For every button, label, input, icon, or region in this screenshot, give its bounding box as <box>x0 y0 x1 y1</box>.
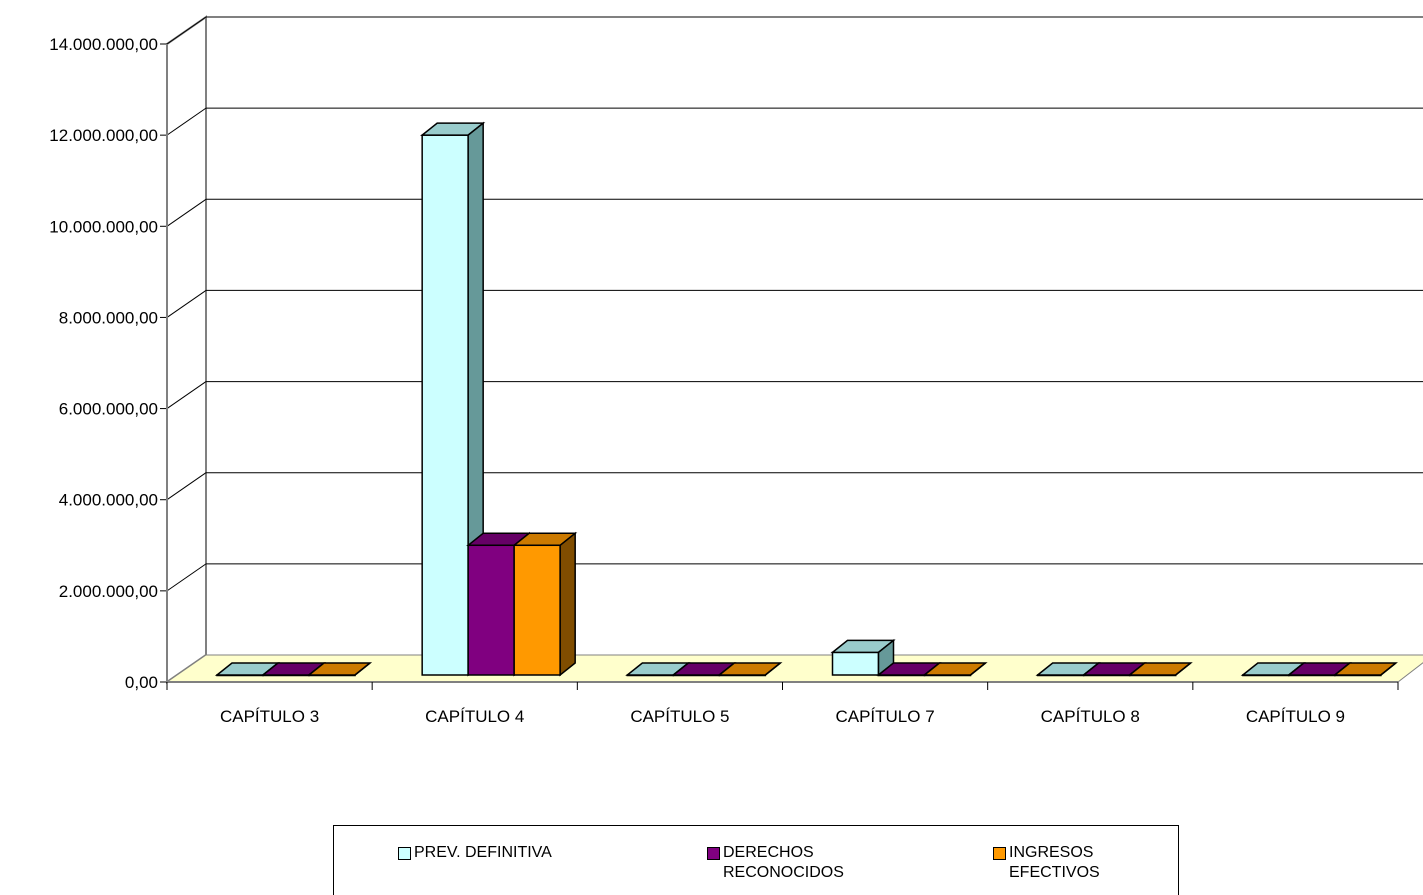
x-tick-label: CAPÍTULO 8 <box>1041 707 1140 726</box>
bar <box>306 662 373 677</box>
legend-item-ingresos-efectivos: INGRESOS EFECTIVOS <box>993 843 1129 883</box>
chart-walls <box>166 15 1423 684</box>
bar <box>922 662 988 677</box>
bar <box>512 531 578 677</box>
gridline-side <box>166 563 207 592</box>
bars <box>214 121 1398 677</box>
y-tick-label: 10.000.000,00 <box>49 217 158 236</box>
left-wall <box>166 15 207 684</box>
y-tick-label: 14.000.000,00 <box>49 35 158 54</box>
legend: PREV. DEFINITIVA DERECHOS RECONOCIDOS IN… <box>333 825 1179 895</box>
legend-item-derechos-reconocidos: DERECHOS RECONOCIDOS <box>707 843 853 883</box>
y-axis: 0,00 2.000.000,00 4.000.000,00 6.000.000,00… <box>49 35 168 692</box>
bar-front <box>421 134 469 676</box>
bar <box>671 662 737 677</box>
x-axis: CAPÍTULO 3 CAPÍTULO 4 CAPÍTULO 5 CAPÍTULO 7… <box>166 681 1399 726</box>
bar <box>830 638 896 677</box>
gridline-side <box>166 290 207 318</box>
gridline-side <box>166 472 207 501</box>
bar-side <box>1380 662 1397 676</box>
bar <box>1127 662 1193 677</box>
legend-label: PREV. DEFINITIVA <box>414 844 552 861</box>
gridline-side <box>166 381 207 409</box>
y-tick-label: 12.000.000,00 <box>49 126 158 145</box>
bar-side <box>764 662 781 676</box>
legend-swatch-prev-definitiva <box>398 847 411 860</box>
gridlines <box>166 16 1423 592</box>
legend-item-prev-definitiva: PREV. DEFINITIVA <box>398 843 614 863</box>
x-tick-label: CAPÍTULO 7 <box>835 707 934 726</box>
bar-side <box>970 662 986 676</box>
y-tick-label: 2.000.000,00 <box>59 582 158 601</box>
bar <box>717 662 783 677</box>
legend-label: DERECHOS RECONOCIDOS <box>723 844 844 881</box>
bar <box>420 121 486 677</box>
x-tick-label: CAPÍTULO 3 <box>220 707 319 726</box>
y-tick-label: 4.000.000,00 <box>59 491 158 510</box>
gridline-side <box>166 16 207 45</box>
bar-front <box>513 544 561 676</box>
y-tick-label: 8.000.000,00 <box>59 308 158 327</box>
x-tick-label: CAPÍTULO 5 <box>630 707 729 726</box>
gridline-side <box>166 107 207 136</box>
legend-swatch-derechos-reconocidos <box>707 847 720 860</box>
y-tick-label: 6.000.000,00 <box>59 400 158 419</box>
bar-side <box>559 531 576 677</box>
bar <box>1332 662 1398 677</box>
gridline-side <box>166 198 207 227</box>
x-tick-label: CAPÍTULO 4 <box>425 707 524 726</box>
bar-front <box>467 544 515 676</box>
legend-swatch-ingresos-efectivos <box>993 847 1006 860</box>
legend-label: INGRESOS EFECTIVOS <box>1009 844 1100 881</box>
bar-front <box>831 651 880 676</box>
bar-side <box>1175 662 1192 676</box>
x-tick-label: CAPÍTULO 9 <box>1246 707 1345 726</box>
y-tick-label: 0,00 <box>125 673 158 692</box>
bar-side <box>354 662 371 676</box>
